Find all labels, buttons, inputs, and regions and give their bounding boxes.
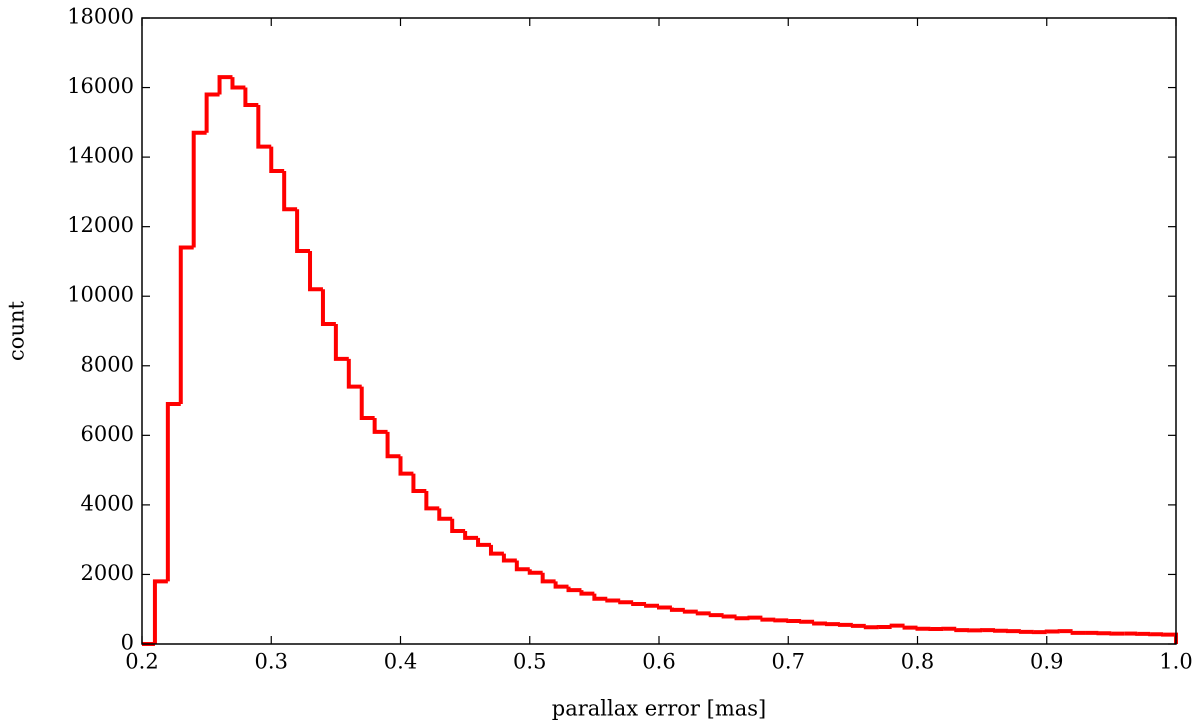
histogram-step — [540, 572, 556, 584]
histogram-step — [320, 289, 336, 327]
histogram-step — [488, 544, 504, 556]
histogram-step — [217, 75, 233, 95]
y-tick-label: 8000 — [81, 352, 134, 376]
histogram-step — [527, 569, 543, 575]
histogram-step — [1161, 632, 1178, 644]
y-tick-label: 2000 — [81, 561, 134, 585]
histogram-step — [889, 623, 905, 628]
y-tick-label: 0 — [121, 631, 134, 655]
histogram-step — [411, 473, 427, 493]
x-tick-label: 0.8 — [901, 650, 934, 674]
x-axis-label: parallax error [mas] — [552, 697, 766, 721]
histogram-step — [644, 603, 659, 608]
histogram-step — [812, 621, 828, 626]
histogram-step — [437, 508, 453, 521]
histogram-step — [863, 625, 879, 630]
histogram-step — [721, 614, 737, 619]
histogram-step — [902, 625, 918, 630]
histogram-step — [837, 622, 853, 627]
histogram-step — [1044, 629, 1060, 634]
histogram-step — [152, 579, 168, 644]
y-tick-label: 16000 — [67, 74, 134, 98]
y-tick-label: 14000 — [67, 144, 134, 168]
histogram-step — [566, 586, 582, 593]
histogram-step — [501, 553, 517, 563]
y-tick-label: 12000 — [67, 213, 134, 237]
x-tick-label: 0.6 — [642, 650, 675, 674]
x-tick-label: 0.2 — [125, 650, 158, 674]
plot-frame — [141, 17, 1177, 645]
histogram-step — [359, 386, 375, 420]
histogram-step — [747, 615, 763, 620]
histogram-step — [669, 607, 685, 612]
histogram-step — [708, 613, 724, 618]
histogram-step — [592, 593, 608, 601]
histogram-step — [760, 617, 776, 622]
histogram-step — [269, 146, 285, 174]
histogram-step — [165, 402, 181, 582]
histogram-step — [372, 417, 388, 434]
histogram-step — [333, 324, 349, 361]
histogram-step — [618, 600, 634, 605]
y-axis-label: count — [5, 300, 29, 360]
histogram-step — [553, 581, 569, 589]
histogram-step — [1070, 630, 1086, 635]
y-tick-label: 18000 — [67, 5, 134, 29]
histogram-step — [256, 104, 272, 149]
histogram-step — [463, 530, 479, 540]
histogram-step — [993, 628, 1008, 633]
histogram-step — [825, 622, 840, 627]
x-tick-label: 0.5 — [513, 650, 546, 674]
x-tick-label: 0.9 — [1030, 650, 1063, 674]
histogram-step — [282, 171, 298, 212]
histogram-step — [346, 358, 362, 389]
histogram-step — [1018, 629, 1034, 634]
histogram-step — [450, 518, 466, 533]
x-tick-label: 0.4 — [384, 650, 417, 674]
histogram-step — [773, 618, 789, 623]
histogram-step — [915, 626, 931, 631]
y-tick-label: 4000 — [81, 491, 134, 515]
histogram-step — [178, 245, 194, 405]
histogram-step — [605, 598, 621, 603]
histogram-step — [424, 490, 440, 511]
histogram-step — [850, 623, 866, 628]
histogram-step — [385, 431, 401, 459]
histogram-step — [786, 619, 802, 624]
y-tick-label: 6000 — [81, 422, 134, 446]
histogram-step — [230, 77, 246, 90]
histogram-step — [579, 590, 595, 596]
histogram-step — [682, 609, 698, 614]
histogram-step — [631, 602, 647, 607]
histogram-step — [954, 628, 970, 633]
histogram-step — [514, 560, 530, 572]
histogram-step — [695, 611, 711, 616]
histogram-step — [191, 130, 207, 248]
x-tick-label: 1.0 — [1159, 650, 1192, 674]
histogram-step — [657, 605, 672, 610]
histogram-step — [799, 619, 815, 624]
histogram-step — [243, 87, 259, 107]
x-tick-label: 0.3 — [255, 650, 288, 674]
histogram-step — [204, 92, 220, 133]
histogram-step — [476, 537, 491, 547]
histogram-step — [295, 209, 311, 254]
histogram-step — [308, 251, 323, 292]
x-tick-label: 0.7 — [772, 650, 805, 674]
y-tick-label: 10000 — [67, 283, 134, 307]
histogram-step — [398, 456, 414, 476]
histogram-step — [734, 616, 750, 621]
